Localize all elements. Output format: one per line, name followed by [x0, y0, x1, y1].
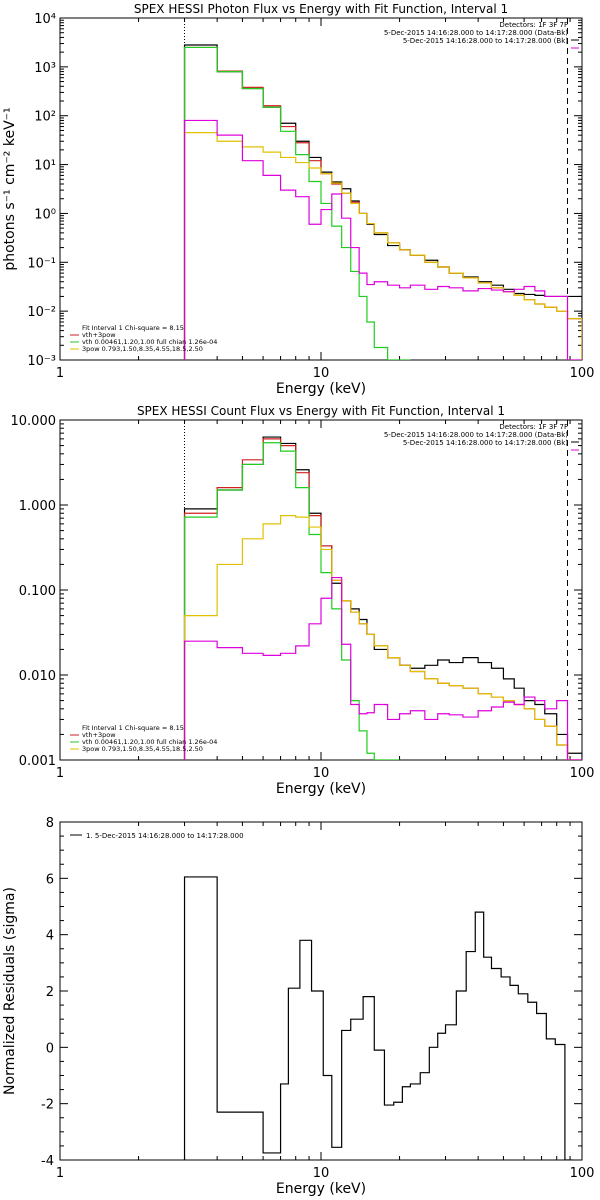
- legend-left-text: vth 0.00461,1.20,1.00 full chian 1.26e-0…: [82, 738, 217, 746]
- chart-title: SPEX HESSI Count Flux vs Energy with Fit…: [137, 404, 505, 418]
- series-3pow: [183, 515, 582, 760]
- legend-left-text: 3pow 0.793,1.50,8.35,4.55,18.5,2.50: [82, 745, 203, 753]
- y-tick-label: 10¹: [34, 159, 56, 174]
- y-tick-label: 10⁴: [34, 12, 56, 27]
- x-tick-label: 10: [313, 1166, 330, 1181]
- x-tick-label: 100: [570, 366, 595, 381]
- x-tick-label: 100: [570, 1166, 595, 1181]
- legend-right-text: Detectors: 1F 3F 7F: [499, 423, 568, 431]
- y-tick-label: 4: [46, 929, 54, 944]
- y-tick-label: 10⁰: [34, 207, 56, 222]
- x-axis-label: Energy (keV): [276, 781, 366, 797]
- x-tick-label: 100: [570, 766, 595, 781]
- legend-left-text: vth+3pow: [82, 331, 116, 339]
- y-tick-label: 8: [46, 816, 54, 831]
- y-axis-label: photons s⁻¹ cm⁻² keV⁻¹: [2, 107, 18, 270]
- panel-3: 1 10 100 -4 -2 0 2 4 6 8 Energy (keV) Normalized Re…: [2, 816, 594, 1197]
- legend-right-text: 5-Dec-2015 14:16:28.000 to 14:17:28.000 …: [384, 29, 568, 37]
- y-tick-label: 10⁻²: [27, 305, 56, 320]
- series-data-bk: [183, 44, 582, 360]
- legend-right-text: 5-Dec-2015 14:16:28.000 to 14:17:28.000 …: [403, 439, 568, 447]
- y-tick-label: 1.000: [19, 499, 56, 514]
- y-tick-label: 0.001: [19, 754, 56, 769]
- y-tick-label: -4: [41, 1154, 54, 1169]
- x-tick-label: 1: [56, 366, 64, 381]
- y-tick-label: 0.100: [19, 584, 56, 599]
- plot-frame: [59, 419, 583, 761]
- x-tick-label: 1: [56, 766, 64, 781]
- y-tick-label: 10⁻³: [27, 354, 56, 369]
- series-vth: [183, 46, 411, 360]
- series-residuals: [183, 876, 573, 1160]
- y-tick-label: 2: [46, 985, 54, 1000]
- series-vth-3pow: [183, 438, 582, 760]
- legend-right-text: 5-Dec-2015 14:16:28.000 to 14:17:28.000 …: [403, 37, 568, 45]
- y-tick-label: 0: [46, 1041, 54, 1056]
- series-data-bk: [183, 436, 582, 760]
- y-tick-label: 10⁻¹: [27, 256, 56, 271]
- y-tick-label: -2: [41, 1098, 54, 1113]
- y-tick-label: 10³: [34, 61, 56, 76]
- y-tick-label: 10²: [34, 110, 56, 125]
- series-vth: [183, 442, 400, 760]
- data-series-group: [183, 436, 582, 760]
- legend-text: 1. 5-Dec-2015 14:16:28.000 to 14:17:28.0…: [86, 832, 244, 840]
- legend-right-text: 5-Dec-2015 14:16:28.000 to 14:17:28.000 …: [384, 431, 568, 439]
- legend-right-text: Detectors: 1F 3F 7F: [499, 21, 568, 29]
- series-3pow: [183, 132, 582, 360]
- x-tick-label: 10: [313, 366, 330, 381]
- legend-left-text: 3pow 0.793,1.50,8.35,4.55,18.5,2.50: [82, 345, 203, 353]
- data-series-group: [183, 876, 573, 1160]
- legend-left-text: vth 0.00461,1.20,1.00 full chian 1.26e-0…: [82, 338, 217, 346]
- x-tick-label: 10: [313, 766, 330, 781]
- series-vth-3pow: [183, 46, 582, 360]
- chart-title: SPEX HESSI Photon Flux vs Energy with Fi…: [134, 2, 508, 16]
- x-tick-label: 1: [56, 1166, 64, 1181]
- y-tick-label: 0.010: [19, 669, 56, 684]
- y-axis-label: Normalized Residuals (sigma): [2, 887, 18, 1095]
- y-tick-label: 10.000: [11, 414, 57, 429]
- legend-left-text: Fit Interval 1 Chi-square = 8.15: [82, 724, 184, 732]
- panel-2: 1 10 100 0.001 0.010 0.100 1.000 10.000 Energy (…: [11, 404, 595, 797]
- y-tick-label: 6: [46, 872, 54, 887]
- legend-left-text: vth+3pow: [82, 731, 116, 739]
- series-bk: [183, 576, 582, 760]
- series-bk: [183, 119, 582, 360]
- legend-left-text: Fit Interval 1 Chi-square = 8.15: [82, 324, 184, 332]
- panel-1: 1 10 100 10⁻³ 10⁻² 10⁻¹ 10⁰ 10¹ 10² 10³ 10⁴ Energy …: [2, 2, 594, 397]
- x-axis-label: Energy (keV): [276, 1181, 366, 1197]
- data-series-group: [183, 44, 582, 360]
- x-axis-label: Energy (keV): [276, 381, 366, 397]
